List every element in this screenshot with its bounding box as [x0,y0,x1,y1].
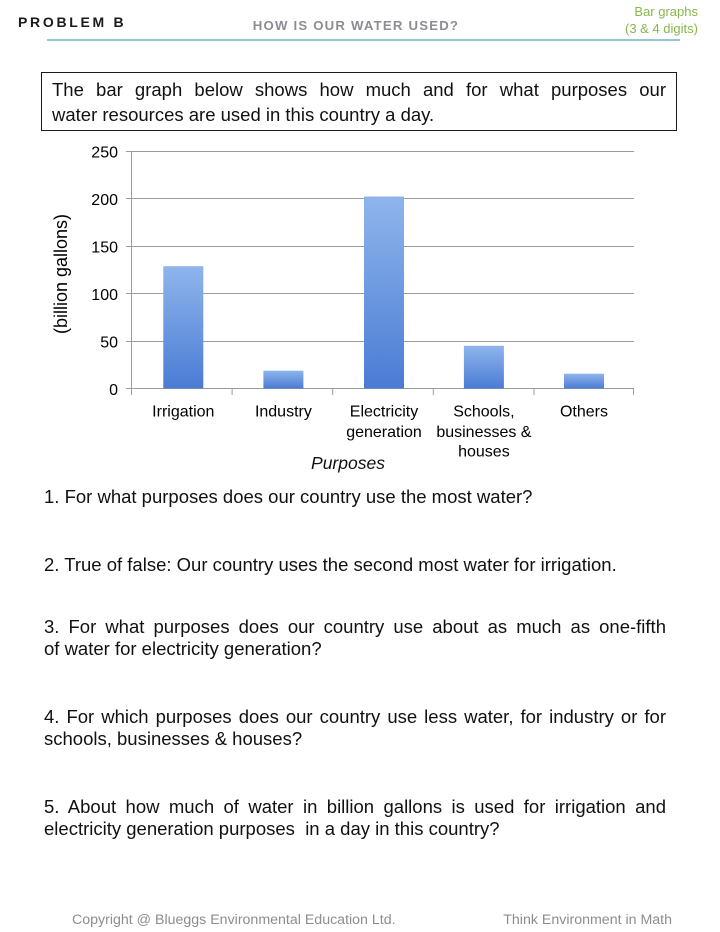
svg-text:0: 0 [109,382,118,399]
svg-text:Others: Others [560,404,608,421]
svg-text:Irrigation: Irrigation [152,404,214,421]
svg-text:50: 50 [100,335,118,352]
svg-text:generation: generation [346,424,422,441]
svg-text:200: 200 [91,192,118,209]
svg-text:businesses &: businesses & [436,424,531,441]
svg-text:100: 100 [91,287,118,304]
svg-text:150: 150 [91,240,118,257]
svg-text:(billion gallons): (billion gallons) [51,214,71,334]
svg-text:Electricity: Electricity [350,404,418,421]
svg-text:Industry: Industry [255,404,312,421]
svg-text:houses: houses [458,444,510,461]
svg-text:250: 250 [91,145,118,162]
svg-text:Schools,: Schools, [453,404,514,421]
